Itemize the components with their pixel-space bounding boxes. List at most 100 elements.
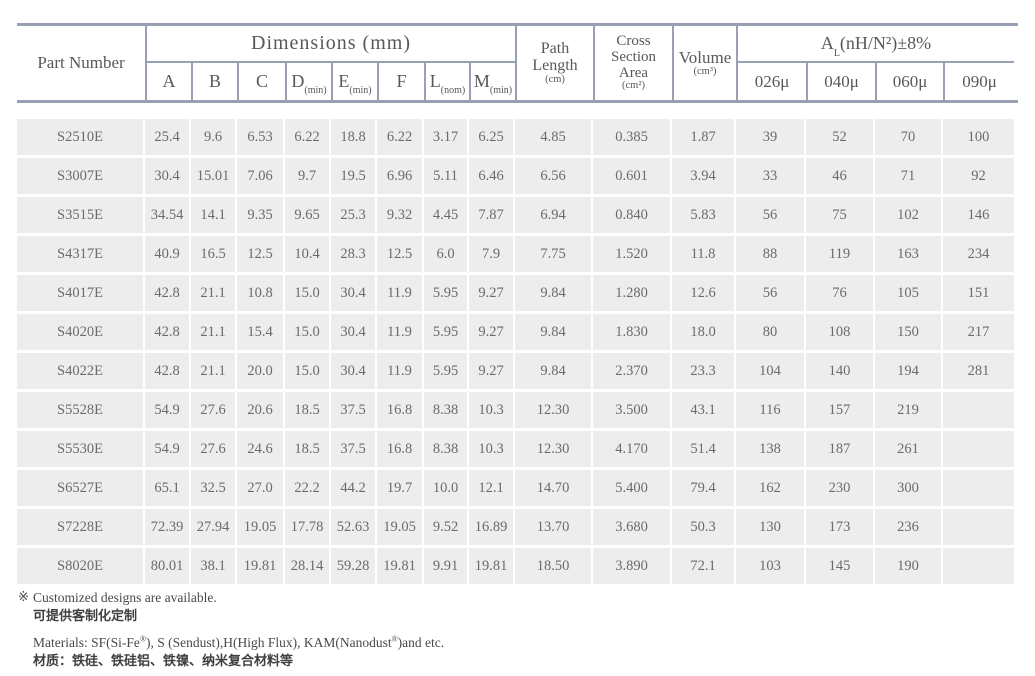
- value-cell: 12.5: [237, 236, 285, 272]
- value-cell: 27.6: [191, 431, 237, 467]
- column-header-path-length: Path Length (cm): [515, 26, 593, 100]
- value-cell: 157: [806, 392, 875, 428]
- column-header-026u: 026μ: [736, 63, 806, 100]
- value-cell: 162: [736, 470, 806, 506]
- value-cell: 15.4: [237, 314, 285, 350]
- value-cell: 72.39: [145, 509, 191, 545]
- value-cell: 59.28: [331, 548, 377, 584]
- value-cell: 3.17: [424, 119, 469, 155]
- value-cell: 11.8: [672, 236, 736, 272]
- part-number-cell: S8020E: [17, 548, 145, 584]
- value-cell: 42.8: [145, 275, 191, 311]
- value-cell: 65.1: [145, 470, 191, 506]
- value-cell: 19.81: [469, 548, 515, 584]
- value-cell: 9.27: [469, 275, 515, 311]
- value-cell: 6.22: [285, 119, 331, 155]
- value-cell: 15.0: [285, 353, 331, 389]
- value-cell: 281: [943, 353, 1014, 389]
- value-cell: 10.3: [469, 392, 515, 428]
- value-cell: 37.5: [331, 392, 377, 428]
- value-cell: 4.45: [424, 197, 469, 233]
- value-cell: 20.6: [237, 392, 285, 428]
- value-cell: 140: [806, 353, 875, 389]
- value-cell: 40.9: [145, 236, 191, 272]
- value-cell: 217: [943, 314, 1014, 350]
- value-cell: 190: [875, 548, 943, 584]
- part-number-cell: S3007E: [17, 158, 145, 194]
- footnote-materials: Materials: SF(Si-Fe®), S (Sendust),H(Hig…: [33, 635, 444, 671]
- value-cell: 18.0: [672, 314, 736, 350]
- column-header-m-min: M (min): [469, 63, 515, 100]
- value-cell: 5.95: [424, 353, 469, 389]
- footnote-customized-en: Customized designs are available.: [33, 590, 217, 605]
- value-cell: 11.9: [377, 314, 424, 350]
- value-cell: 9.52: [424, 509, 469, 545]
- table-header: Part Number Dimensions (mm) A B C D (min)…: [17, 23, 1018, 103]
- value-cell: 119: [806, 236, 875, 272]
- value-cell: 10.4: [285, 236, 331, 272]
- column-group-dimensions: Dimensions (mm): [145, 26, 515, 63]
- materials-text: Materials: SF(Si-Fe: [33, 635, 140, 651]
- value-cell: 32.5: [191, 470, 237, 506]
- value-cell: 56: [736, 197, 806, 233]
- value-cell: 43.1: [672, 392, 736, 428]
- registered-trademark-icon: ®: [391, 634, 398, 644]
- value-cell: 19.81: [377, 548, 424, 584]
- value-cell: 42.8: [145, 353, 191, 389]
- column-header-c: C: [237, 63, 285, 100]
- value-cell: 130: [736, 509, 806, 545]
- value-cell: 163: [875, 236, 943, 272]
- value-cell: 19.81: [237, 548, 285, 584]
- value-cell: 70: [875, 119, 943, 155]
- value-cell: 1.520: [593, 236, 672, 272]
- value-cell: 24.6: [237, 431, 285, 467]
- part-number-cell: S4022E: [17, 353, 145, 389]
- value-cell: 14.1: [191, 197, 237, 233]
- registered-trademark-icon: ®: [139, 634, 146, 644]
- footnote-materials-en: Materials: SF(Si-Fe®), S (Sendust),H(Hig…: [33, 635, 444, 652]
- value-cell: 9.84: [515, 275, 593, 311]
- value-cell: 51.4: [672, 431, 736, 467]
- value-cell: 6.0: [424, 236, 469, 272]
- column-header-b: B: [191, 63, 237, 100]
- value-cell: 9.65: [285, 197, 331, 233]
- value-cell: 4.170: [593, 431, 672, 467]
- value-cell: 54.9: [145, 392, 191, 428]
- value-cell: 9.84: [515, 314, 593, 350]
- value-cell: 34.54: [145, 197, 191, 233]
- value-cell: 25.4: [145, 119, 191, 155]
- value-cell: 146: [943, 197, 1014, 233]
- value-cell: 7.9: [469, 236, 515, 272]
- value-cell: 50.3: [672, 509, 736, 545]
- materials-text: )and etc.: [397, 635, 445, 651]
- value-cell: 151: [943, 275, 1014, 311]
- value-cell: 11.9: [377, 353, 424, 389]
- value-cell: 21.1: [191, 275, 237, 311]
- value-cell: 16.89: [469, 509, 515, 545]
- value-cell: 3.890: [593, 548, 672, 584]
- value-cell: 105: [875, 275, 943, 311]
- value-cell: [943, 470, 1014, 506]
- column-header-d-min: D (min): [285, 63, 331, 100]
- value-cell: 9.91: [424, 548, 469, 584]
- value-cell: 80.01: [145, 548, 191, 584]
- value-cell: 19.05: [237, 509, 285, 545]
- value-cell: 79.4: [672, 470, 736, 506]
- value-cell: 150: [875, 314, 943, 350]
- spec-table: Part Number Dimensions (mm) A B C D (min)…: [17, 23, 1018, 584]
- value-cell: 230: [806, 470, 875, 506]
- value-cell: 19.7: [377, 470, 424, 506]
- value-cell: 20.0: [237, 353, 285, 389]
- value-cell: 12.1: [469, 470, 515, 506]
- value-cell: 42.8: [145, 314, 191, 350]
- value-cell: 71: [875, 158, 943, 194]
- value-cell: 6.46: [469, 158, 515, 194]
- value-cell: 9.84: [515, 353, 593, 389]
- value-cell: 18.8: [331, 119, 377, 155]
- value-cell: 30.4: [331, 314, 377, 350]
- value-cell: 19.5: [331, 158, 377, 194]
- column-header-040u: 040μ: [806, 63, 875, 100]
- value-cell: 15.0: [285, 275, 331, 311]
- value-cell: 46: [806, 158, 875, 194]
